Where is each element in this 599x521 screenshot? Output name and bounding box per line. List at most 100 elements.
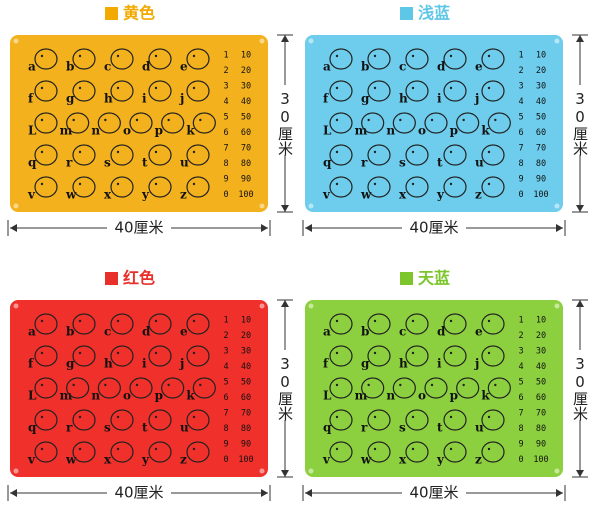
animal-eye bbox=[78, 150, 82, 154]
number-ones: 7 bbox=[223, 144, 228, 154]
animal-drawing bbox=[405, 345, 429, 367]
animal-drawing bbox=[148, 441, 172, 463]
number-tens: 80 bbox=[536, 159, 546, 169]
mat-letter: k bbox=[186, 124, 195, 138]
animal-eye bbox=[462, 383, 465, 387]
number-tens: 50 bbox=[536, 378, 546, 388]
animal-drawing bbox=[481, 441, 505, 463]
animal-drawing bbox=[481, 409, 505, 431]
animal-eye bbox=[373, 86, 377, 90]
number-tens: 50 bbox=[241, 378, 251, 388]
animal-eye bbox=[154, 447, 158, 451]
animal-drawing bbox=[424, 112, 448, 134]
animal-drawing bbox=[186, 345, 210, 367]
animal-eye bbox=[411, 54, 415, 58]
animal-drawing bbox=[110, 80, 134, 102]
animal-eye bbox=[335, 351, 339, 355]
animal-drawing bbox=[481, 80, 505, 102]
animal-drawing bbox=[443, 176, 467, 198]
mat-letter: o bbox=[418, 124, 426, 138]
number-tens: 80 bbox=[241, 424, 251, 434]
animal-drawing bbox=[405, 144, 429, 166]
number-tens: 70 bbox=[241, 144, 251, 154]
animal-eye bbox=[192, 86, 196, 90]
number-tens: 20 bbox=[536, 66, 546, 76]
animal-eye bbox=[449, 54, 453, 58]
mat-letter: b bbox=[361, 60, 369, 74]
mat-letter: m bbox=[355, 124, 368, 138]
mat-hole bbox=[554, 468, 560, 474]
mat-letter: s bbox=[104, 421, 111, 435]
mat-letter: n bbox=[91, 124, 100, 138]
animal-drawing bbox=[34, 176, 58, 198]
animal-drawing bbox=[367, 48, 391, 70]
mat-letter: h bbox=[399, 92, 408, 106]
animal-eye bbox=[487, 54, 491, 58]
animal-drawing bbox=[481, 48, 505, 70]
animal-drawing bbox=[72, 441, 96, 463]
animal-eye bbox=[430, 118, 434, 122]
mat-letter: m bbox=[355, 389, 368, 403]
animal-eye bbox=[335, 54, 339, 58]
mat-letter: o bbox=[123, 124, 131, 138]
animal-eye bbox=[494, 383, 497, 387]
mat-letter: c bbox=[399, 325, 406, 339]
mat-letter: f bbox=[28, 92, 34, 106]
number-ones: 3 bbox=[223, 347, 228, 357]
number-tens: 40 bbox=[241, 362, 251, 372]
mat-letter: y bbox=[141, 188, 150, 202]
animal-eye bbox=[449, 150, 453, 154]
animal-eye bbox=[192, 319, 196, 323]
animal-drawing bbox=[443, 441, 467, 463]
mat bbox=[305, 300, 563, 477]
arrow-head bbox=[281, 470, 289, 477]
mat-letter: u bbox=[180, 421, 189, 435]
animal-eye bbox=[487, 182, 491, 186]
mat-hole bbox=[308, 203, 314, 209]
number-tens: 90 bbox=[241, 175, 251, 185]
animal-eye bbox=[373, 182, 377, 186]
number-ones: 8 bbox=[518, 424, 523, 434]
animal-drawing bbox=[481, 313, 505, 335]
animal-eye bbox=[78, 351, 82, 355]
number-tens: 30 bbox=[536, 82, 546, 92]
animal-drawing bbox=[72, 80, 96, 102]
number-ones: 0 bbox=[518, 455, 523, 465]
animal-drawing bbox=[129, 377, 153, 399]
number-ones: 2 bbox=[518, 66, 523, 76]
animal-drawing bbox=[66, 377, 90, 399]
animal-eye bbox=[116, 351, 120, 355]
animal-drawing bbox=[367, 176, 391, 198]
mat-letter: g bbox=[361, 92, 370, 106]
animal-eye bbox=[154, 415, 158, 419]
mat-letter: s bbox=[399, 421, 406, 435]
animal-eye bbox=[154, 319, 158, 323]
mat-letter: f bbox=[323, 92, 329, 106]
number-ones: 6 bbox=[518, 393, 523, 403]
animal-drawing bbox=[186, 48, 210, 70]
animal-drawing bbox=[110, 144, 134, 166]
number-tens: 30 bbox=[241, 347, 251, 357]
mat-letter: v bbox=[27, 188, 36, 202]
mat-letter: i bbox=[437, 92, 442, 106]
animal-drawing bbox=[481, 176, 505, 198]
mat-letter: s bbox=[104, 156, 111, 170]
number-ones: 5 bbox=[223, 378, 228, 388]
animal-eye bbox=[154, 54, 158, 58]
number-ones: 6 bbox=[223, 393, 228, 403]
animal-eye bbox=[167, 383, 170, 387]
animal-eye bbox=[411, 319, 415, 323]
number-tens: 100 bbox=[238, 190, 253, 200]
panel: 红色 a b c d e f g h i j L m n o p k q r s t u v w x y z 1 10 2 20 3 30 4 40… bbox=[7, 269, 294, 502]
mat-letter: p bbox=[450, 124, 458, 138]
panel: 浅蓝 a b c d e f g h i j L m n o p k q r s t u v w x y z 1 10 2 20 3 30 4 40… bbox=[302, 4, 589, 237]
animal-drawing bbox=[34, 48, 58, 70]
animal-eye bbox=[399, 118, 402, 122]
mat-hole bbox=[554, 38, 560, 44]
animal-drawing bbox=[148, 313, 172, 335]
number-tens: 30 bbox=[536, 347, 546, 357]
animal-eye bbox=[154, 182, 158, 186]
mat-hole bbox=[13, 203, 19, 209]
number-ones: 4 bbox=[518, 362, 523, 372]
height-label: 30厘米 bbox=[276, 355, 294, 421]
